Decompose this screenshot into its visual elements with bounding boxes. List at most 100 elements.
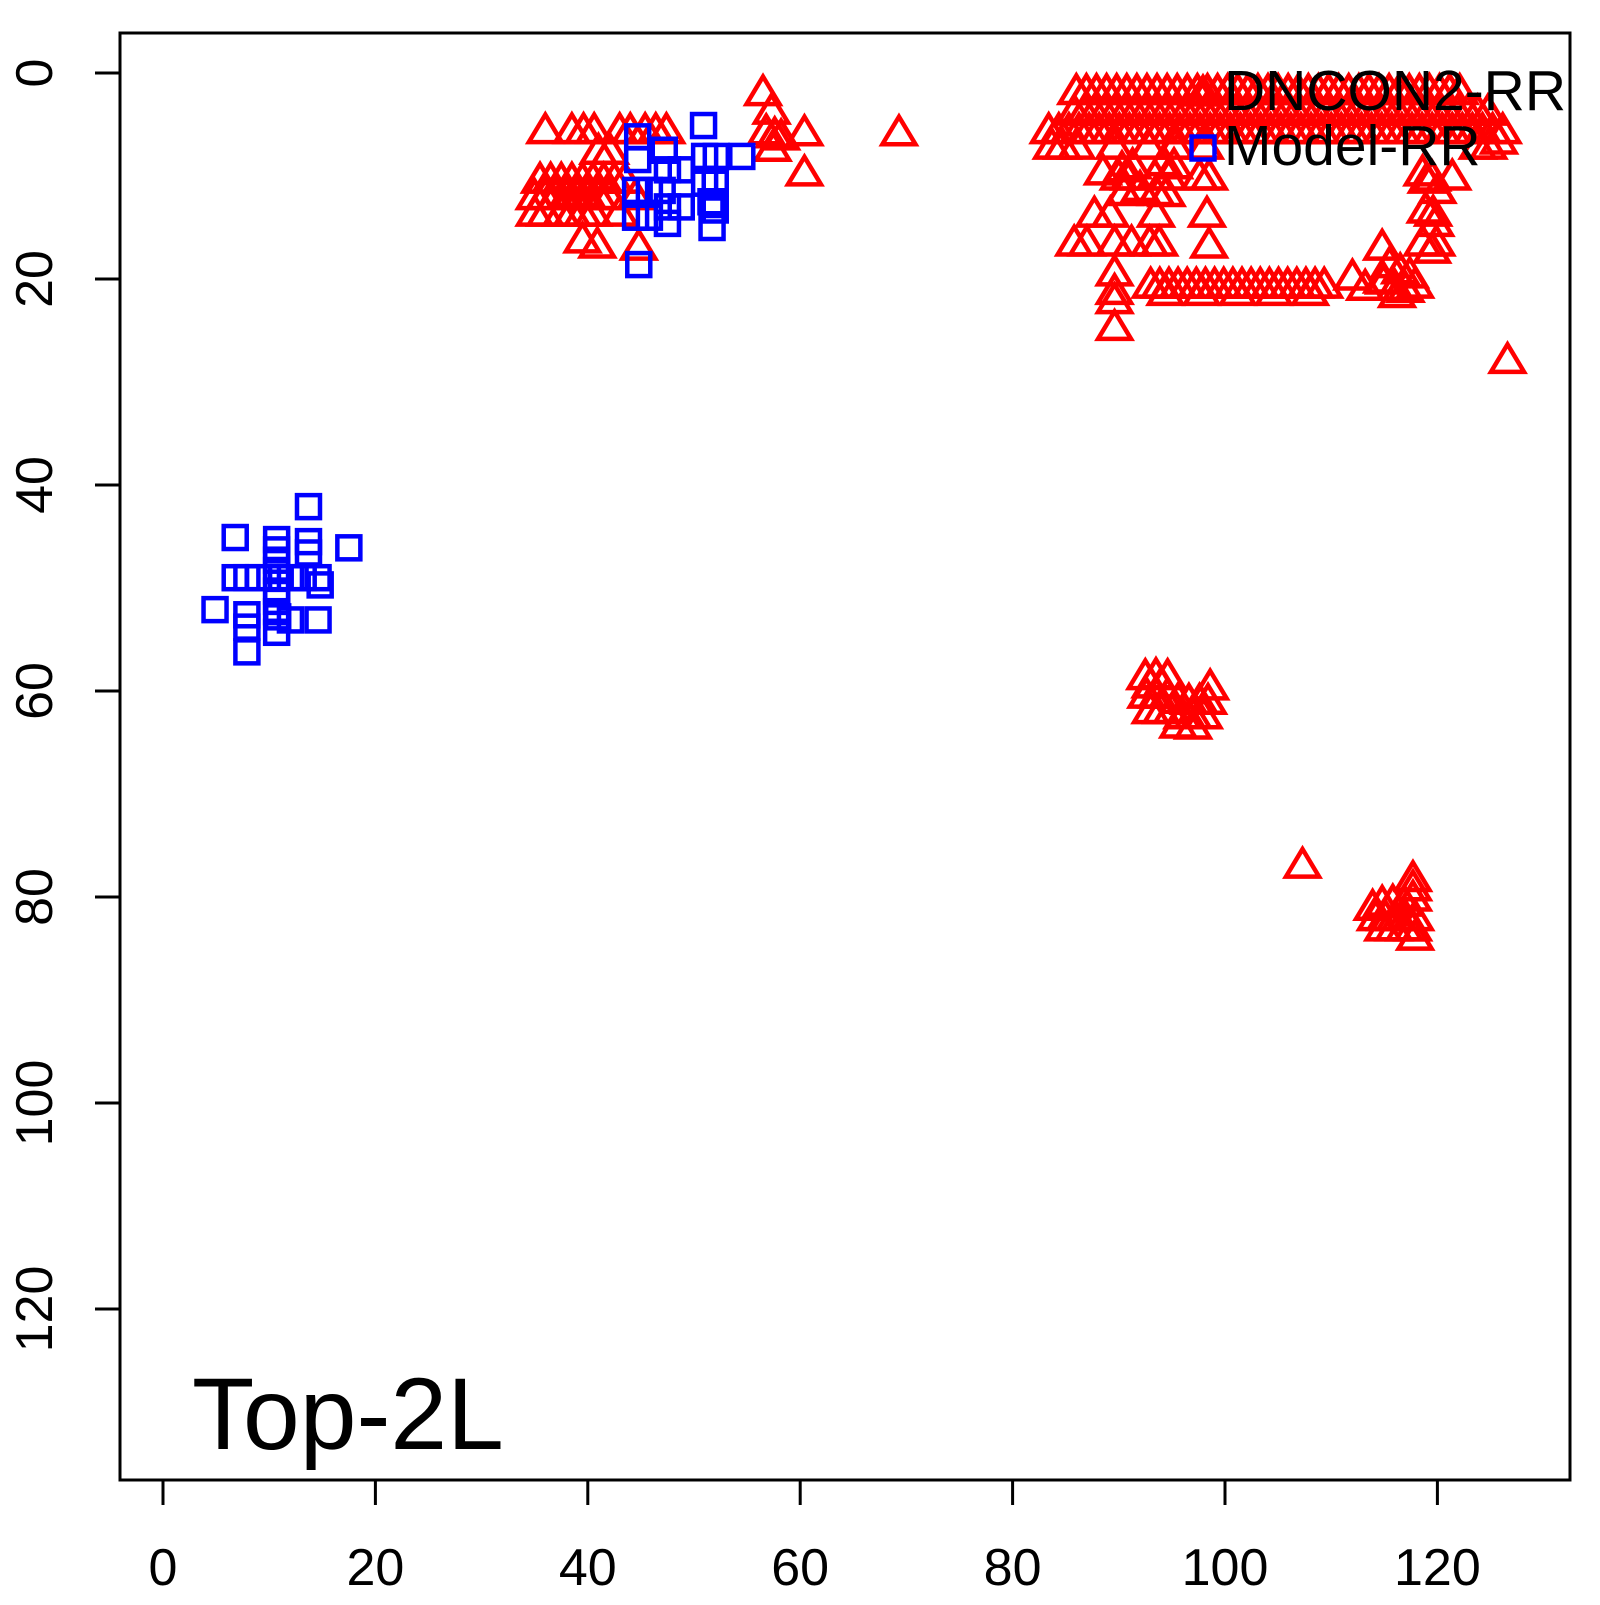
y-tick-label: 40 bbox=[6, 456, 64, 514]
data-point-Model-RR bbox=[728, 142, 756, 171]
data-point-Model-RR bbox=[623, 145, 652, 174]
data-point-DNCON2-RR bbox=[1392, 858, 1434, 893]
data-point-DNCON2-RR bbox=[878, 112, 920, 147]
data-point-DNCON2-RR bbox=[1253, 272, 1295, 307]
legend-label-model: Model-RR bbox=[1224, 114, 1481, 178]
legend-markers bbox=[1182, 72, 1224, 162]
data-point-DNCON2-RR bbox=[1467, 125, 1509, 160]
data-point-DNCON2-RR bbox=[783, 112, 825, 147]
data-point-DNCON2-RR bbox=[524, 110, 566, 145]
data-point-Model-RR bbox=[233, 638, 261, 666]
data-point-DNCON2-RR bbox=[1094, 252, 1136, 287]
data-point-DNCON2-RR bbox=[1411, 229, 1453, 264]
data-point-DNCON2-RR bbox=[1094, 222, 1136, 257]
y-tick-label: 20 bbox=[6, 250, 64, 308]
data-point-DNCON2-RR bbox=[1431, 156, 1473, 191]
y-tick-label: 0 bbox=[6, 59, 64, 88]
data-point-Model-RR bbox=[201, 595, 229, 624]
data-point-DNCON2-RR bbox=[1128, 125, 1170, 160]
data-point-Model-RR bbox=[294, 492, 323, 521]
data-point-Model-RR bbox=[667, 193, 696, 221]
data-point-DNCON2-RR bbox=[589, 130, 631, 166]
data-point-Model-RR bbox=[698, 213, 726, 242]
data-point-Model-RR bbox=[650, 136, 679, 164]
data-point-DNCON2-RR bbox=[618, 226, 660, 261]
data-point-Model-RR bbox=[653, 156, 682, 184]
data-point-DNCON2-RR bbox=[752, 127, 794, 162]
data-point-Model-RR bbox=[306, 571, 334, 599]
data-point-Model-RR bbox=[701, 169, 729, 197]
data-point-DNCON2-RR bbox=[1146, 173, 1188, 208]
data-point-DNCON2-RR bbox=[1392, 907, 1434, 942]
series-DNCON2-RR bbox=[514, 71, 1528, 951]
data-point-DNCON2-RR bbox=[1361, 259, 1403, 294]
plot-box bbox=[118, 31, 1572, 1482]
data-point-Model-RR bbox=[262, 618, 291, 647]
x-tick-label: 40 bbox=[559, 1539, 617, 1597]
x-tick-label: 120 bbox=[1394, 1539, 1481, 1597]
data-point-DNCON2-RR bbox=[1217, 272, 1259, 307]
data-point-DNCON2-RR bbox=[1145, 272, 1187, 307]
data-point-DNCON2-RR bbox=[1112, 145, 1154, 180]
data-point-DNCON2-RR bbox=[1282, 844, 1323, 879]
data-point-DNCON2-RR bbox=[1186, 193, 1228, 228]
data-point-DNCON2-RR bbox=[588, 176, 630, 211]
data-point-DNCON2-RR bbox=[783, 152, 825, 187]
x-tick-label: 0 bbox=[149, 1539, 178, 1597]
data-point-DNCON2-RR bbox=[1094, 270, 1136, 306]
data-point-DNCON2-RR bbox=[1289, 272, 1331, 307]
data-point-DNCON2-RR bbox=[1189, 666, 1231, 701]
data-point-DNCON2-RR bbox=[572, 192, 614, 227]
data-point-DNCON2-RR bbox=[1135, 193, 1177, 228]
data-point-DNCON2-RR bbox=[615, 176, 657, 211]
x-tick-label: 20 bbox=[346, 1539, 404, 1597]
data-point-DNCON2-RR bbox=[742, 72, 784, 107]
data-point-Model-RR bbox=[653, 209, 682, 238]
y-tick-label: 100 bbox=[6, 1060, 64, 1147]
data-point-Model-RR bbox=[625, 250, 653, 279]
data-point-Model-RR bbox=[689, 111, 718, 140]
data-point-DNCON2-RR bbox=[1094, 125, 1136, 160]
data-point-DNCON2-RR bbox=[599, 192, 641, 227]
data-point-Model-RR bbox=[304, 606, 332, 634]
data-point-DNCON2-RR bbox=[1172, 705, 1214, 740]
data-point-DNCON2-RR bbox=[1478, 120, 1520, 155]
data-point-Model-RR bbox=[635, 203, 664, 231]
data-point-DNCON2-RR bbox=[751, 90, 792, 125]
data-point-DNCON2-RR bbox=[1414, 203, 1456, 238]
data-point-Model-RR bbox=[221, 523, 249, 552]
data-point-DNCON2-RR bbox=[1089, 193, 1131, 228]
y-tick-label: 120 bbox=[6, 1266, 64, 1353]
x-tick-label: 60 bbox=[771, 1539, 829, 1597]
data-point-DNCON2-RR bbox=[1394, 916, 1436, 951]
data-point-Model-RR bbox=[621, 176, 650, 205]
data-point-DNCON2-RR bbox=[1412, 192, 1454, 227]
data-point-Model-RR bbox=[289, 563, 317, 592]
data-point-DNCON2-RR bbox=[1344, 266, 1386, 301]
data-point-Model-RR bbox=[697, 188, 725, 216]
y-tick-label: 60 bbox=[6, 662, 64, 720]
x-tick-label: 100 bbox=[1182, 1539, 1269, 1597]
data-point-DNCON2-RR bbox=[1138, 222, 1180, 257]
data-point-DNCON2-RR bbox=[1181, 272, 1223, 307]
data-point-DNCON2-RR bbox=[1066, 222, 1108, 257]
data-point-DNCON2-RR bbox=[1392, 867, 1434, 902]
data-point-DNCON2-RR bbox=[576, 224, 618, 259]
data-point-DNCON2-RR bbox=[1055, 125, 1097, 160]
data-point-DNCON2-RR bbox=[1103, 172, 1145, 207]
legend-marker-DNCON2-RR bbox=[1182, 72, 1224, 107]
data-point-Model-RR bbox=[621, 203, 650, 231]
data-point-Model-RR bbox=[701, 196, 729, 224]
legend-marker-Model-RR bbox=[1189, 134, 1217, 162]
x-tick-label: 80 bbox=[984, 1539, 1042, 1597]
series-Model-RR bbox=[201, 111, 756, 666]
data-point-DNCON2-RR bbox=[1094, 307, 1136, 342]
data-point-Model-RR bbox=[648, 176, 676, 205]
legend-label-dncon2: DNCON2-RR bbox=[1224, 59, 1566, 123]
data-point-DNCON2-RR bbox=[1187, 680, 1229, 716]
data-point-DNCON2-RR bbox=[645, 110, 687, 145]
data-point-DNCON2-RR bbox=[1154, 125, 1196, 160]
data-point-DNCON2-RR bbox=[1148, 156, 1190, 191]
